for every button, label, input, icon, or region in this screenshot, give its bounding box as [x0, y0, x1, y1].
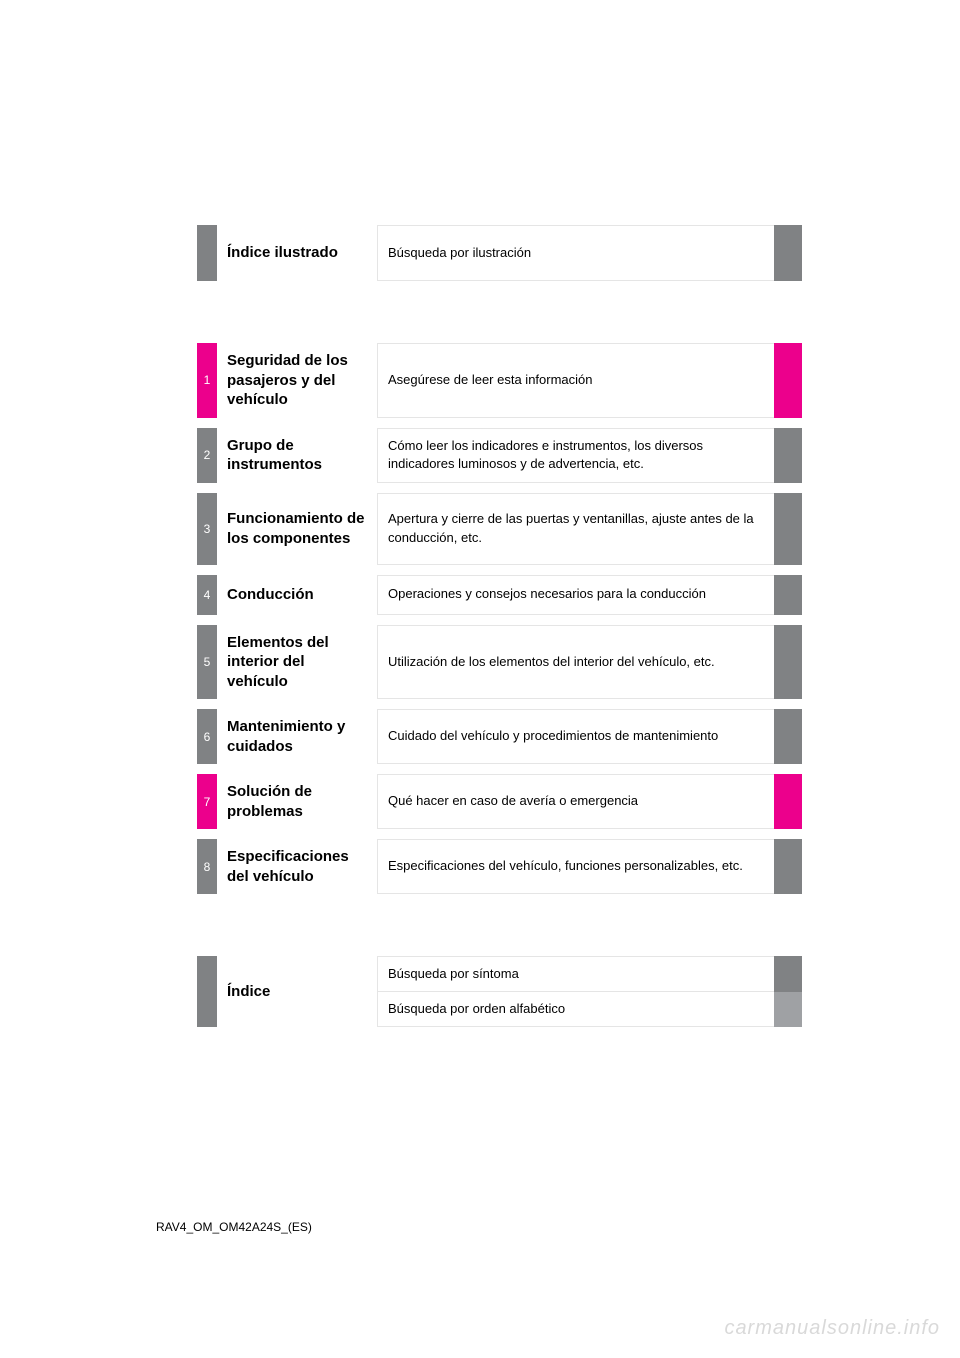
section-label-6: Mantenimiento y cuidados — [217, 709, 377, 764]
section-label-3: Funcionamiento de los componentes — [217, 493, 377, 565]
row-section-7: 7 Solución de problemas Qué hacer en cas… — [197, 774, 802, 829]
section-number-3: 3 — [197, 493, 217, 565]
row-indice: Índice Búsqueda por síntoma Búsqueda por… — [197, 956, 802, 1027]
section-desc-7: Qué hacer en caso de avería o emergencia — [377, 774, 774, 829]
left-tab-indice — [197, 956, 217, 1027]
desc-indice-ilustrado: Búsqueda por ilustración — [377, 225, 774, 281]
section-label-2: Grupo de instrumentos — [217, 428, 377, 483]
group-sections: 1 Seguridad de los pasajeros y del vehíc… — [197, 343, 802, 894]
section-right-5 — [774, 625, 802, 700]
row-section-6: 6 Mantenimiento y cuidados Cuidado del v… — [197, 709, 802, 764]
section-number-7: 7 — [197, 774, 217, 829]
label-indice: Índice — [217, 956, 377, 1027]
indice-desc-stack: Búsqueda por síntoma Búsqueda por orden … — [377, 956, 774, 1027]
desc-indice-1: Búsqueda por síntoma — [377, 956, 774, 991]
desc-indice-2: Búsqueda por orden alfabético — [377, 991, 774, 1027]
section-label-4: Conducción — [217, 575, 377, 615]
section-right-4 — [774, 575, 802, 615]
section-number-4: 4 — [197, 575, 217, 615]
section-number-5: 5 — [197, 625, 217, 700]
right-tab — [774, 225, 802, 281]
section-right-8 — [774, 839, 802, 894]
section-desc-5: Utilización de los elementos del interio… — [377, 625, 774, 700]
left-tab — [197, 225, 217, 281]
section-right-7 — [774, 774, 802, 829]
section-desc-3: Apertura y cierre de las puertas y venta… — [377, 493, 774, 565]
right-tab-indice-top — [774, 956, 802, 992]
section-number-6: 6 — [197, 709, 217, 764]
row-indice-ilustrado: Índice ilustrado Búsqueda por ilustració… — [197, 225, 802, 281]
section-label-8: Especificaciones del vehículo — [217, 839, 377, 894]
row-section-3: 3 Funcionamiento de los componentes Aper… — [197, 493, 802, 565]
section-label-7: Solución de problemas — [217, 774, 377, 829]
watermark: carmanualsonline.info — [724, 1317, 940, 1340]
row-section-1: 1 Seguridad de los pasajeros y del vehíc… — [197, 343, 802, 418]
section-right-1 — [774, 343, 802, 418]
page: Índice ilustrado Búsqueda por ilustració… — [0, 0, 960, 1358]
section-right-3 — [774, 493, 802, 565]
section-number-8: 8 — [197, 839, 217, 894]
section-desc-4: Operaciones y consejos necesarios para l… — [377, 575, 774, 615]
section-right-6 — [774, 709, 802, 764]
row-section-5: 5 Elementos del interior del vehículo Ut… — [197, 625, 802, 700]
group-bottom: Índice Búsqueda por síntoma Búsqueda por… — [197, 956, 802, 1027]
row-section-2: 2 Grupo de instrumentos Cómo leer los in… — [197, 428, 802, 483]
footer-code: RAV4_OM_OM42A24S_(ES) — [156, 1220, 312, 1234]
toc-content: Índice ilustrado Búsqueda por ilustració… — [197, 225, 802, 1027]
section-desc-1: Asegúrese de leer esta información — [377, 343, 774, 418]
section-number-1: 1 — [197, 343, 217, 418]
row-section-8: 8 Especificaciones del vehículo Especifi… — [197, 839, 802, 894]
group-top: Índice ilustrado Búsqueda por ilustració… — [197, 225, 802, 281]
section-desc-6: Cuidado del vehículo y procedimientos de… — [377, 709, 774, 764]
section-number-2: 2 — [197, 428, 217, 483]
row-section-4: 4 Conducción Operaciones y consejos nece… — [197, 575, 802, 615]
section-right-2 — [774, 428, 802, 483]
label-indice-ilustrado: Índice ilustrado — [217, 225, 377, 281]
right-tab-indice-bottom — [774, 992, 802, 1028]
section-desc-2: Cómo leer los indicadores e instrumentos… — [377, 428, 774, 483]
section-label-5: Elementos del interior del vehículo — [217, 625, 377, 700]
section-label-1: Seguridad de los pasajeros y del vehícul… — [217, 343, 377, 418]
section-desc-8: Especificaciones del vehículo, funciones… — [377, 839, 774, 894]
right-tab-indice — [774, 956, 802, 1027]
